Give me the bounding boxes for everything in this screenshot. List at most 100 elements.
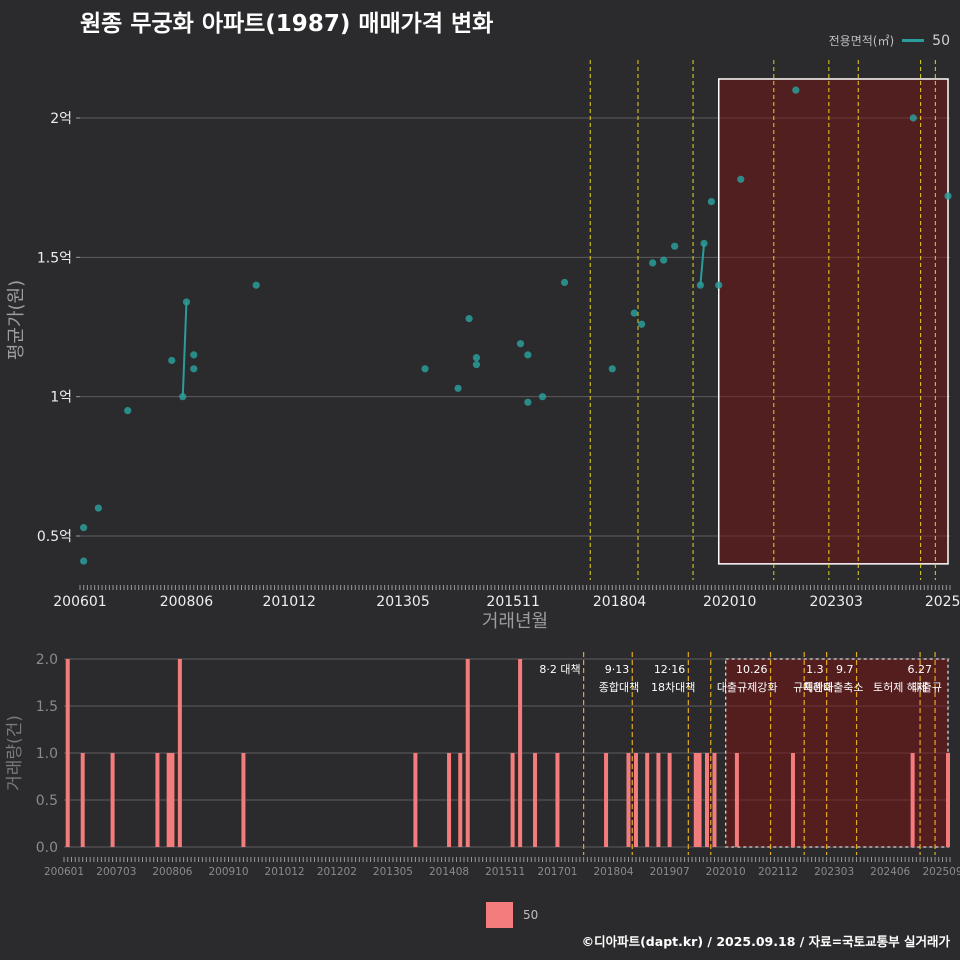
top-data-point: [516, 340, 525, 348]
top-x-tick-label: 201305: [376, 594, 429, 610]
bottom-x-tick-label: 201701: [537, 866, 577, 878]
top-x-tick-label: 2025: [925, 594, 960, 610]
legend-bar-label: 50: [523, 908, 539, 922]
top-data-point: [560, 278, 569, 287]
bottom-y-tick-label: 0.5: [36, 793, 58, 809]
legend-title: 전용면적(㎡): [828, 34, 895, 48]
bottom-policy-annotation: 10.26 대출규제강화: [717, 663, 778, 694]
bottom-policy-annotation: 9.7 특례대출축소: [803, 663, 864, 694]
top-data-point: [179, 393, 187, 401]
top-series-segment: [181, 301, 188, 397]
bottom-volume-bar: [946, 753, 950, 847]
top-data-point: [737, 175, 745, 183]
top-data-point: [124, 407, 132, 415]
bottom-volume-bar: [465, 659, 470, 847]
annotation-line2: 18차대책: [651, 681, 695, 694]
bottom-volume-bar: [458, 753, 463, 847]
top-data-point: [524, 398, 532, 406]
bottom-volume-bar: [80, 753, 85, 847]
annotation-line2: 대출규제강화: [717, 681, 778, 694]
legend-line-swatch: [902, 39, 925, 42]
bottom-y-tick-label: 1.5: [36, 699, 58, 715]
bottom-volume-bar: [604, 753, 609, 847]
bottom-policy-annotation: 토허제 해제: [873, 680, 927, 694]
annotation-line1: 12·16: [654, 663, 686, 676]
bottom-x-tick-label: 201305: [373, 866, 413, 878]
top-data-point: [421, 365, 429, 373]
bottom-x-tick-label: 201907: [650, 866, 690, 878]
top-y-tick-label: 2억: [50, 111, 72, 127]
top-x-tick-label: 202010: [703, 594, 756, 610]
top-data-point: [472, 354, 481, 362]
annotation-line2: 대출규: [912, 681, 942, 694]
annotation-line1: 9·13: [605, 663, 630, 676]
top-y-tick-label: 1억: [50, 390, 72, 406]
top-data-point: [660, 256, 668, 264]
bottom-y-tick-label: 0.0: [36, 840, 58, 856]
bottom-y-tick-label: 1.0: [36, 746, 58, 762]
top-data-point: [190, 365, 198, 373]
top-data-point: [649, 259, 657, 267]
bottom-volume-bar: [170, 753, 175, 847]
bottom-policy-annotation: 1.3 규제완화: [793, 663, 833, 694]
top-data-point: [168, 356, 176, 365]
bottom-volume-bar: [693, 753, 698, 847]
bottom-volume-bar: [518, 659, 523, 847]
bottom-policy-annotation: 8·2 대책: [539, 663, 580, 676]
top-data-point: [182, 298, 191, 306]
bottom-x-tick-label: 201202: [317, 866, 357, 878]
top-data-point: [630, 309, 638, 317]
bottom-volume-bar: [447, 753, 452, 847]
bottom-volume-bar: [633, 753, 638, 847]
bottom-x-tick-label: 202010: [706, 866, 746, 878]
bottom-volume-bar: [626, 753, 631, 847]
bottom-y-axis-title: 거래량(건): [5, 715, 25, 791]
top-data-point: [465, 315, 473, 323]
top-data-point: [715, 281, 723, 289]
bottom-volume-bar: [533, 753, 538, 847]
top-data-point: [252, 281, 260, 289]
bottom-x-tick-label: 202112: [758, 866, 798, 878]
top-data-point: [80, 557, 88, 565]
legend-bottom: 50: [486, 902, 538, 928]
top-data-point: [707, 198, 715, 206]
footer-credit: ©디아파트(dapt.kr) / 2025.09.18 / 자료=국토교통부 실…: [581, 934, 950, 949]
bottom-volume-bar: [110, 753, 115, 847]
top-data-point: [190, 351, 198, 359]
bottom-policy-annotation: 9·13 종합대책: [599, 663, 639, 694]
bottom-volume-bar: [555, 753, 560, 847]
bottom-x-tick-label: 200703: [96, 866, 136, 878]
annotation-line1: 1.3: [806, 663, 824, 676]
bottom-volume-bar: [645, 753, 650, 847]
top-x-tick-label: 202303: [809, 594, 862, 610]
annotation-line1: 9.7: [836, 663, 854, 676]
bottom-x-tick-label: 202406: [870, 866, 910, 878]
bottom-policy-annotation: 6.27 대출규: [908, 663, 943, 694]
top-data-point: [454, 384, 462, 392]
bottom-volume-bar: [790, 753, 795, 847]
bottom-volume-bar: [413, 753, 418, 847]
bottom-x-tick-label: 200910: [208, 866, 248, 878]
top-data-point: [524, 351, 532, 359]
bottom-volume-bar: [241, 753, 246, 847]
bottom-volume-bar: [155, 753, 160, 847]
annotation-line2: 토허제 해제: [873, 680, 927, 694]
bottom-volume-bar: [510, 753, 515, 847]
annotation-line2: 규제완화: [793, 681, 833, 694]
bottom-volume-bar: [697, 753, 702, 847]
top-x-tick-label: 200601: [53, 594, 106, 610]
top-x-tick-label: 200806: [160, 594, 214, 610]
bottom-x-tick-label: 200806: [152, 866, 192, 878]
top-x-axis-title: 거래년월: [482, 611, 548, 632]
bottom-x-tick-label: 202509: [922, 866, 960, 878]
bottom-volume-bar: [656, 753, 661, 847]
bottom-x-tick-label: 201804: [593, 866, 633, 878]
annotation-line1: 6.27: [908, 663, 933, 676]
top-data-point: [638, 320, 646, 328]
top-data-point: [792, 86, 800, 94]
top-x-tick-label: 201012: [263, 594, 316, 610]
legend-series-label: 50: [932, 32, 950, 49]
bottom-x-tick-label: 201012: [265, 866, 305, 878]
bottom-volume-bar: [704, 753, 709, 847]
